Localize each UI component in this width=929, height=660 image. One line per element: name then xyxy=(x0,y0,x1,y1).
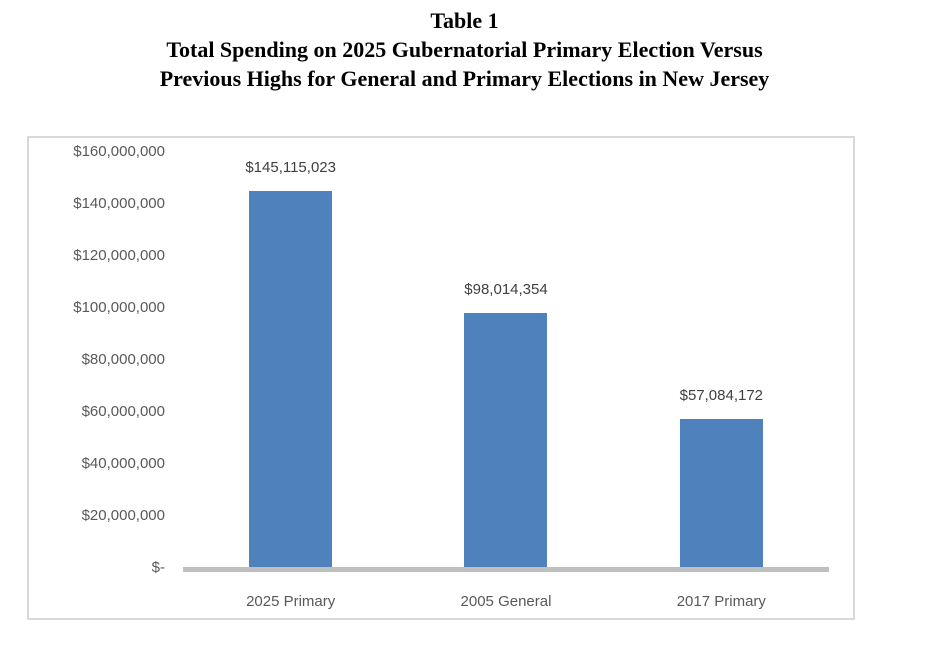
bar-2005-general xyxy=(464,313,548,567)
bar-group-2005-general: $98,014,354 2005 General xyxy=(398,138,613,610)
y-tick-label: $- xyxy=(151,559,165,576)
plot-area: $145,115,023 2025 Primary $98,014,354 20… xyxy=(183,138,829,610)
y-tick-label: $120,000,000 xyxy=(73,247,165,264)
y-tick-label: $100,000,000 xyxy=(73,299,165,316)
category-label-2005-general: 2005 General xyxy=(460,593,552,610)
data-label-2005-general: $98,014,354 xyxy=(464,281,548,298)
chart-frame: $160,000,000 $140,000,000 $120,000,000 $… xyxy=(27,136,855,620)
bar-group-2025-primary: $145,115,023 2025 Primary xyxy=(183,138,398,610)
data-label-2025-primary: $145,115,023 xyxy=(245,159,336,176)
y-tick-label: $40,000,000 xyxy=(81,455,165,472)
bar-2017-primary xyxy=(679,419,763,567)
table-caption: Table 1 xyxy=(430,8,499,33)
y-tick-label: $140,000,000 xyxy=(73,195,165,212)
y-tick-label: $160,000,000 xyxy=(73,143,165,160)
bar-2025-primary xyxy=(249,191,333,567)
y-axis: $160,000,000 $140,000,000 $120,000,000 $… xyxy=(29,138,165,618)
y-tick-label: $20,000,000 xyxy=(81,507,165,524)
chart-title-block: Table 1 Total Spending on 2025 Gubernato… xyxy=(0,6,929,93)
category-label-2017-primary: 2017 Primary xyxy=(676,593,766,610)
category-label-2025-primary: 2025 Primary xyxy=(246,593,336,610)
y-tick-label: $80,000,000 xyxy=(81,351,165,368)
bar-group-2017-primary: $57,084,172 2017 Primary xyxy=(614,138,829,610)
chart-title-line-1: Total Spending on 2025 Gubernatorial Pri… xyxy=(166,37,763,62)
chart-title-line-2: Previous Highs for General and Primary E… xyxy=(159,66,770,91)
y-tick-label: $60,000,000 xyxy=(81,403,165,420)
x-axis-line xyxy=(183,567,829,572)
data-label-2017-primary: $57,084,172 xyxy=(679,387,764,404)
